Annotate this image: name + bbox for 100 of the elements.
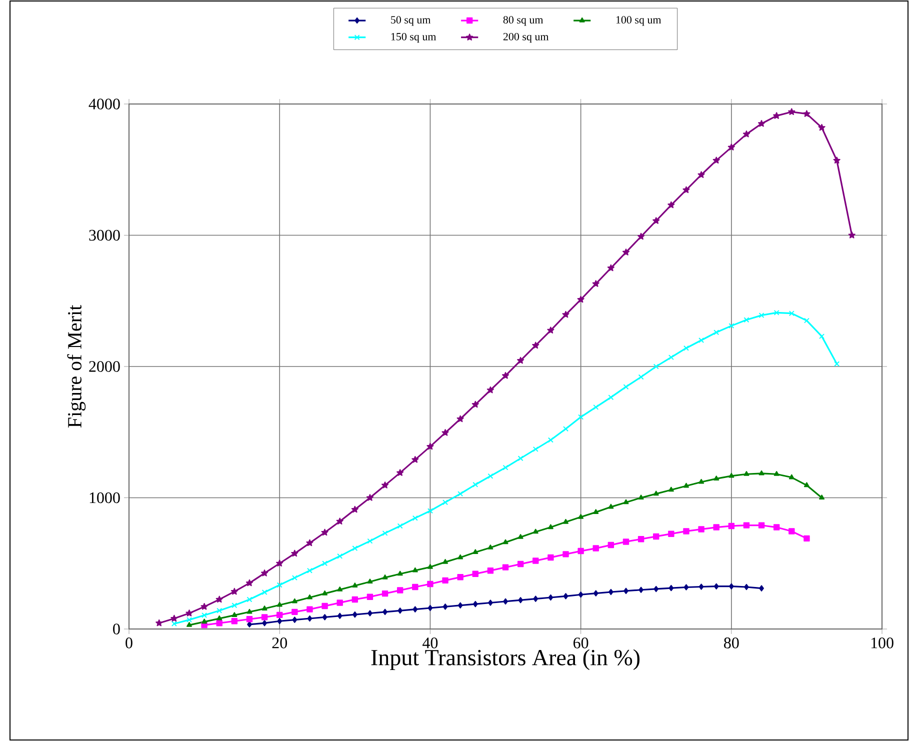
point [231,618,238,624]
point [246,596,252,602]
point [292,598,298,604]
point [247,621,252,628]
legend-label: 100 sq um [616,16,662,26]
point [759,585,764,592]
point [533,596,538,602]
point [622,538,630,545]
point [608,542,614,548]
point [367,578,373,584]
point [638,232,645,240]
point [758,120,766,127]
x-tick-label: 100 [871,638,894,648]
y-tick-label: 0 [113,624,120,634]
point [608,588,614,596]
point [262,620,267,626]
legend-label: 150 sq um [391,32,436,43]
point [321,528,328,536]
point [156,619,163,626]
point [547,326,554,334]
x-tick-label: 60 [573,638,588,648]
point [563,593,568,600]
point [562,551,569,558]
point [593,404,599,410]
legend-label: 50 sq um [391,16,431,26]
point [442,558,448,564]
point [367,538,373,544]
point [517,560,524,568]
point [382,574,388,580]
point [728,144,735,150]
point [502,372,510,379]
point [200,602,208,610]
point [232,602,238,608]
point [382,608,388,616]
point [562,310,570,318]
point [638,586,644,593]
point [654,586,659,592]
x-tick-label: 40 [422,638,438,648]
point [398,608,403,614]
point [337,612,342,619]
point [442,577,448,584]
point [352,611,358,618]
point [774,310,780,316]
point [216,615,222,620]
point [623,384,629,390]
point [186,610,193,616]
point [653,364,659,370]
point [306,594,312,600]
point [352,546,358,552]
point [668,201,675,208]
point [744,317,750,323]
point [788,108,796,115]
point [819,334,825,340]
point [758,470,764,476]
point [608,394,614,400]
point [698,584,704,590]
point [502,539,508,544]
point [788,474,794,480]
point [261,614,268,620]
point [818,124,826,131]
point [653,490,659,496]
point [458,602,463,608]
point [276,582,282,588]
point [532,528,538,534]
point [698,337,704,344]
point [322,560,328,566]
point [638,536,644,542]
point [592,280,600,287]
y-tick-label: 3000 [89,230,120,241]
point [472,549,478,554]
point [292,616,298,623]
point [834,361,840,367]
point [337,586,343,592]
point [381,482,389,488]
point [653,533,660,540]
point [382,590,388,597]
point [427,564,433,569]
point [412,606,418,612]
point [276,602,282,607]
point [532,558,539,564]
y-tick-label: 2000 [89,361,120,372]
point [532,446,538,452]
point [758,312,764,318]
point [351,506,358,513]
point [488,473,494,479]
point [518,456,524,462]
point [592,545,599,552]
point [292,608,298,616]
point [487,567,494,574]
point [412,515,418,521]
point [593,590,598,596]
point [503,598,508,605]
point [714,583,719,590]
point [397,523,403,529]
point [427,508,433,514]
point [276,612,283,618]
point [548,554,554,561]
point [803,110,810,117]
point [623,499,629,504]
point [622,248,630,256]
